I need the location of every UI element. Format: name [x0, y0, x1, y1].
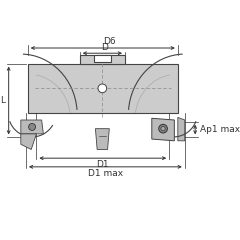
Circle shape: [29, 123, 36, 130]
Polygon shape: [80, 55, 125, 64]
Text: D: D: [101, 43, 108, 52]
Circle shape: [98, 84, 107, 93]
Polygon shape: [152, 118, 174, 141]
Text: D1: D1: [96, 160, 109, 169]
Polygon shape: [21, 120, 43, 134]
Text: D6: D6: [103, 37, 116, 46]
Circle shape: [161, 126, 165, 131]
Text: L: L: [0, 96, 5, 105]
Circle shape: [159, 124, 168, 133]
Text: Ap1 max: Ap1 max: [199, 125, 240, 134]
Polygon shape: [94, 55, 111, 62]
Text: D1 max: D1 max: [88, 168, 123, 178]
Polygon shape: [28, 64, 178, 113]
Polygon shape: [178, 117, 185, 141]
Polygon shape: [21, 134, 36, 150]
Polygon shape: [96, 129, 109, 150]
